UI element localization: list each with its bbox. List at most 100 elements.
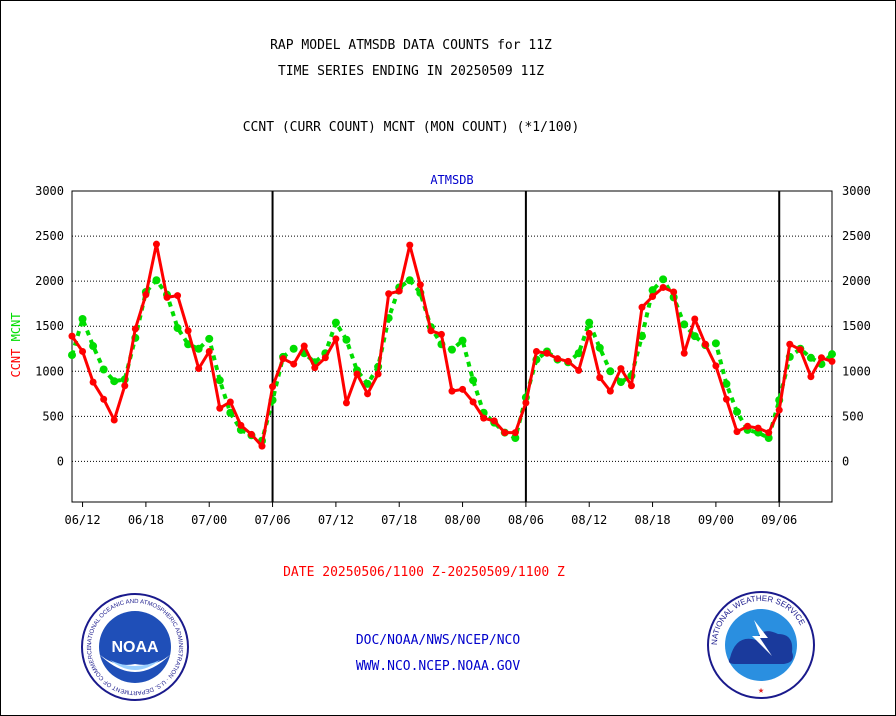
mcnt-point [405,276,414,285]
mcnt-point [638,332,646,341]
mcnt-point [574,349,583,358]
y-tick-label-right: 3000 [842,184,871,198]
chart-title-line1: RAP MODEL ATMSDB DATA COUNTS for 11Z [270,38,552,53]
ccnt-point [163,293,171,301]
mcnt-point [89,342,98,351]
mcnt-point [828,350,836,359]
ccnt-axis-label: CCNT [9,349,23,378]
ccnt-point [501,429,509,437]
y-tick-label-right: 1000 [842,364,871,378]
ccnt-point [311,364,319,372]
mcnt-point [806,353,815,362]
ccnt-point [617,365,625,373]
ccnt-point [459,385,467,393]
ccnt-point [68,332,76,340]
ccnt-point [807,373,815,381]
mcnt-point [448,345,456,354]
mcnt-point [363,379,372,388]
mcnt-point [78,315,87,324]
ccnt-point [522,399,530,407]
ccnt-point [121,382,129,390]
x-tick-label: 07/00 [191,513,227,527]
ccnt-point [627,382,635,390]
ccnt-point [110,416,118,424]
mcnt-point [215,376,224,385]
y-tick-label-right: 2000 [842,274,871,288]
noaa-logo-text: NOAA [111,639,159,656]
ccnt-point [385,290,393,298]
ccnt-point [712,362,720,370]
mcnt-point [110,377,119,386]
plot-title: ATMSDB [430,173,473,187]
chart-title-line2: TIME SERIES ENDING IN 20250509 11Z [277,64,545,79]
y-tick-label-right: 500 [842,409,864,423]
ccnt-point [554,355,562,363]
mcnt-point [289,344,298,353]
ccnt-point [638,303,646,311]
mcnt-point [722,379,731,388]
ccnt-point [332,335,340,343]
ccnt-point [796,346,804,354]
ccnt-point [744,422,752,430]
ccnt-point [490,417,498,425]
ccnt-point [691,315,699,323]
x-tick-label: 09/06 [761,513,797,527]
ccnt-point [775,406,783,414]
ccnt-point [174,292,182,300]
ccnt-point [226,398,234,406]
nws-logo: NATIONAL WEATHER SERVICE ★ [707,591,815,699]
ccnt-point [733,428,741,436]
ccnt-point [237,421,245,429]
ccnt-point [152,240,160,248]
mcnt-point [595,343,604,352]
ccnt-point [142,291,150,299]
y-tick-label-left: 500 [42,409,64,423]
ccnt-point [701,340,709,348]
x-tick-label: 08/00 [444,513,480,527]
y-tick-label-left: 1500 [35,319,64,333]
y-tick-label-right: 1500 [842,319,871,333]
mcnt-point [68,351,76,360]
ccnt-point [564,357,572,365]
mcnt-point [648,286,657,295]
ccnt-point [680,349,688,357]
ccnt-point [131,325,139,333]
ccnt-point [817,354,825,362]
ccnt-point [437,330,445,338]
ccnt-point [828,357,836,365]
x-tick-label: 06/12 [64,513,100,527]
x-tick-label: 06/18 [128,513,164,527]
mcnt-point [152,276,161,285]
ccnt-point [606,387,614,395]
ccnt-point [300,342,308,350]
mcnt-point [764,433,773,442]
ccnt-point [395,287,403,295]
y-tick-label-right: 2500 [842,229,871,243]
ccnt-point [184,327,192,335]
ccnt-point [659,283,667,291]
y-tick-label-right: 0 [842,454,849,468]
ccnt-point [585,329,593,337]
y-tick-label-left: 1000 [35,364,64,378]
mcnt-point [194,344,203,353]
mcnt-point [458,336,467,345]
x-tick-label: 07/06 [254,513,290,527]
ccnt-point [416,281,424,289]
mcnt-point [585,318,594,327]
ccnt-point [205,347,213,355]
mcnt-point [469,376,478,385]
x-tick-label: 08/12 [571,513,607,527]
ccnt-point [290,360,298,368]
y-tick-label-left: 0 [57,454,64,468]
mcnt-point [331,318,340,327]
date-range-label: DATE 20250506/1100 Z-20250509/1100 Z [283,565,565,580]
ccnt-point [321,354,329,362]
ccnt-point [195,365,203,373]
ccnt-point [596,374,604,382]
ccnt-point [89,378,97,386]
mcnt-point [690,332,699,341]
ccnt-point [406,241,414,249]
mcnt-point [205,334,214,343]
ccnt-point [100,395,108,403]
